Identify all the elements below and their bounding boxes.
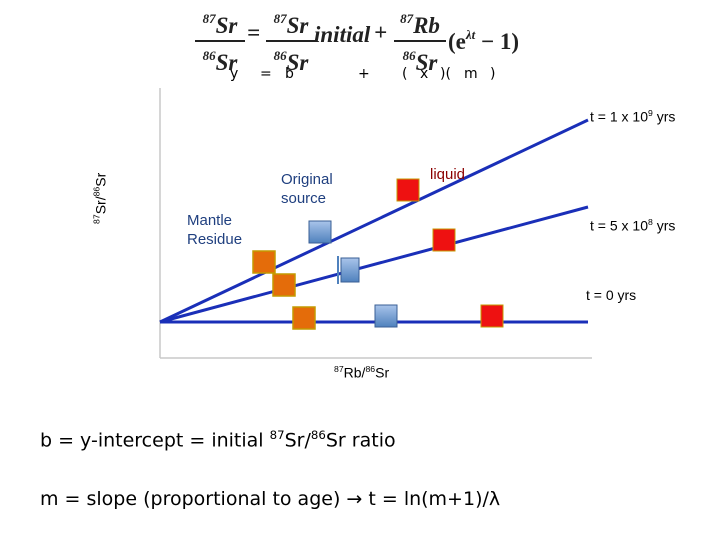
liquid-sample-3 [480,304,504,328]
x-label-sup2: 86 [365,364,376,374]
mantle-sample-1 [252,250,276,274]
liquid-sample-1 [396,178,420,202]
initial-word: initial [314,22,371,47]
x-label-end: Sr [375,364,390,381]
note-slope: m = slope (proportional to age) → t = ln… [40,488,501,510]
label-plus: + [358,66,370,82]
label-paren-mid: )( [440,66,451,82]
source-sample-2 [340,257,360,283]
mantle-sample-2 [272,273,296,297]
rb-num-isotope: 87 [400,11,414,26]
exp-term: (eλt − 1) [448,22,519,55]
label-y: y [230,66,239,82]
rb-fraction: 87Rb 86Sr [394,6,446,76]
liquid-sample-2 [432,228,456,252]
initial-fraction: 87Sr 86Sr [266,6,316,76]
lhs-num: Sr [215,13,238,38]
lhs-fraction: 87Sr 86Sr [195,6,245,76]
exp-power: λt [465,27,476,42]
isochron-label-5e8: t = 5 x 108 yrs [590,217,676,234]
exp-tail: − 1) [475,29,520,54]
init-den: Sr [286,50,309,75]
x-label-mid: Rb/ [343,364,366,381]
isochron-label-0: t = 0 yrs [586,287,637,303]
plus-sign: + [374,20,388,45]
rb-den: Sr [415,50,438,75]
isochron-line-5e8 [159,205,589,324]
init-num-isotope: 87 [273,11,287,26]
label-x: x [420,66,429,82]
init-den-isotope: 86 [273,48,287,63]
init-num: Sr [286,13,309,38]
y-label-sup1: 87 [91,214,102,224]
note-intercept: b = y-intercept = initial 87Sr/86Sr rati… [40,428,396,452]
equation-labels: y = b + ( x )( m ) [0,66,720,86]
label-equals: = [260,66,272,82]
x-axis-label: 87Rb/86Sr [334,364,389,381]
label-paren-open: ( [402,66,408,82]
rb-num: Rb [413,13,440,38]
label-b: b [285,66,294,82]
mantle-sample-3 [292,306,316,330]
isochron-line-1e9 [159,118,589,324]
lhs-num-isotope: 87 [202,11,216,26]
liquid-label: liquid [430,166,466,183]
y-axis-label: 87Sr/86Sr [92,158,109,238]
isochron-label-1e9: t = 1 x 109 yrs [590,108,676,125]
mantle-residue-label: Mantle Residue [187,212,243,248]
rb-den-isotope: 86 [402,48,416,63]
label-paren-close: ) [490,66,496,82]
y-label-mid: Sr/ [92,196,109,215]
source-sample-1 [308,220,332,244]
y-label-end: Sr [92,172,109,187]
equals-sign: = [247,20,261,45]
label-m: m [464,66,478,82]
lhs-den-isotope: 86 [202,48,216,63]
source-sample-3 [374,304,398,328]
lhs-den: Sr [215,50,238,75]
arrow-icon: → [346,488,363,510]
exp-base: (e [448,29,466,54]
original-source-label: Original source [281,171,333,207]
x-label-sup1: 87 [334,364,344,374]
y-label-sup2: 86 [91,186,102,197]
